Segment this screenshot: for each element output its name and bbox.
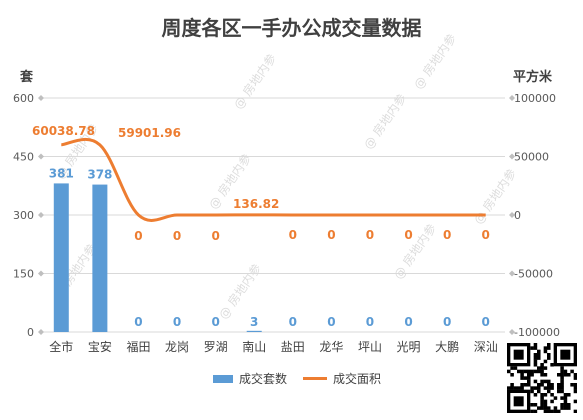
line-data-label: 0 [482, 228, 490, 242]
legend-bar-label: 成交套数 [239, 372, 288, 386]
line-layer [61, 137, 486, 222]
watermark-text: @ 房地内参 [390, 221, 439, 282]
y-left-tick-marker [38, 270, 44, 277]
y-right-tick-marker [509, 329, 515, 335]
legend-item-bars[interactable]: 成交套数 [213, 370, 287, 387]
x-tick-label: 宝安 [88, 339, 112, 354]
y-left-tick-label: 300 [13, 209, 34, 222]
x-tick-label: 龙华 [319, 340, 343, 354]
line-data-label: 136.82 [233, 197, 279, 211]
line-data-label: 0 [211, 229, 219, 243]
legend-bar-swatch [213, 374, 233, 383]
bar [53, 183, 69, 332]
legend: 成交套数 成交面积 [213, 370, 397, 387]
line-series-area [61, 137, 486, 222]
label-layer: 381 378 0 0 0 3 0 0 0 0 0 0 60038.78 59901.96 0 0 0 136.8… [32, 124, 490, 329]
bar-data-label: 0 [327, 315, 335, 329]
bar-layer [53, 183, 262, 332]
chart-title: 周度各区一手办公成交量数据 [161, 16, 422, 40]
watermark-text: @ 房地内参 [360, 91, 409, 152]
legend-line-label: 成交面积 [333, 372, 382, 386]
x-tick-label: 福田 [126, 339, 150, 354]
y-right-tick-marker [509, 212, 515, 218]
y-right-tick-marker [509, 153, 515, 160]
y-left-tick-label: 150 [13, 268, 34, 281]
y-left-tick-marker [38, 153, 44, 160]
x-tick-label: 南山 [242, 339, 266, 354]
y-right-tick-marker [509, 270, 515, 277]
bar-data-label: 0 [289, 315, 297, 329]
watermark-text: @ 房地内参 [230, 51, 279, 112]
line-data-label: 60038.78 [32, 124, 95, 138]
qr-code-image [507, 343, 577, 413]
legend-item-line[interactable]: 成交面积 [303, 370, 381, 387]
x-tick-label: 罗湖 [204, 339, 228, 354]
y-right-tick-label: 100000 [514, 92, 556, 105]
line-data-label: 59901.96 [118, 126, 181, 140]
y-left-tick-marker [38, 212, 44, 218]
x-tick-label: 光明 [397, 340, 421, 354]
x-tick-label: 全市 [49, 339, 73, 354]
x-tick-label: 坪山 [358, 340, 382, 354]
y-left-tick-marker [38, 95, 44, 101]
bar [246, 330, 262, 332]
y-right-tick-label: 50000 [514, 151, 549, 164]
left-axis-unit: 套 [20, 70, 34, 85]
bar-data-label: 378 [87, 168, 112, 182]
watermark-text: @ 房地内参 [215, 261, 264, 322]
bar-data-label: 0 [443, 315, 451, 329]
bar-data-label: 381 [49, 166, 74, 180]
legend-line-swatch [303, 377, 328, 380]
y-left-tick-label: 450 [13, 151, 34, 164]
y-left-tick-marker [38, 329, 44, 335]
line-data-label: 0 [366, 228, 374, 242]
bar-data-label: 0 [211, 315, 219, 329]
bar [92, 184, 108, 332]
watermark-text: @ 房地内参 [410, 31, 459, 92]
x-tick-label: 大鹏 [435, 340, 459, 354]
watermark-layer: @ 房地内参@ 房地内参@ 房地内参@ 房地内参@ 房地内参@ 房地内参@ 房地… [50, 31, 519, 322]
line-data-label: 0 [289, 228, 297, 242]
bar-data-label: 0 [173, 315, 181, 329]
line-data-label: 0 [134, 229, 142, 243]
axis-layer: 0150300450600-100000-50000050000100000全市… [13, 92, 560, 354]
line-data-label: 0 [404, 228, 412, 242]
x-tick-label: 盐田 [281, 340, 305, 354]
bar-data-label: 0 [366, 315, 374, 329]
line-data-label: 0 [173, 229, 181, 243]
y-right-tick-marker [509, 95, 515, 101]
y-right-tick-label: -100000 [514, 326, 560, 339]
bar-data-label: 0 [404, 315, 412, 329]
right-axis-unit: 平方米 [513, 70, 553, 85]
y-right-tick-label: -50000 [514, 268, 553, 281]
line-data-label: 0 [327, 228, 335, 242]
x-tick-label: 深汕 [474, 340, 498, 354]
bar-data-label: 0 [134, 315, 142, 329]
y-right-tick-label: 0 [514, 209, 521, 222]
bar-data-label: 3 [250, 315, 258, 329]
x-tick-label: 龙岗 [165, 340, 189, 354]
line-data-label: 0 [443, 228, 451, 242]
y-left-tick-label: 0 [27, 326, 34, 339]
y-left-tick-label: 600 [13, 92, 34, 105]
bar-data-label: 0 [482, 315, 490, 329]
